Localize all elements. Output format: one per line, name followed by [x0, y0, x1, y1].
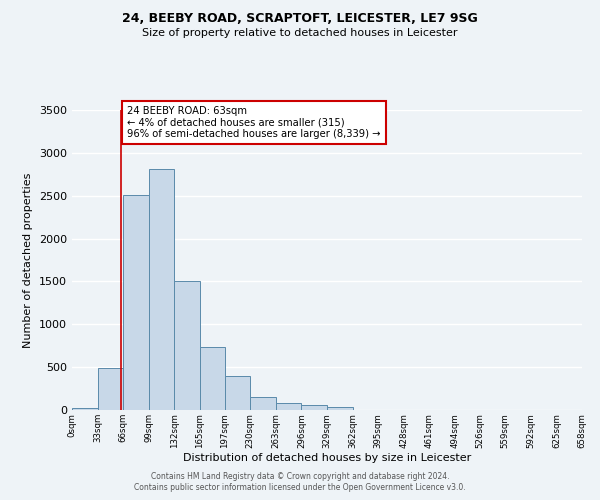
Y-axis label: Number of detached properties: Number of detached properties [23, 172, 34, 348]
Bar [200, 346, 224, 410]
Bar [250, 397, 276, 410]
Text: 24 BEEBY ROAD: 63sqm
← 4% of detached houses are smaller (315)
96% of semi-detac: 24 BEEBY ROAD: 63sqm ← 4% of detached ho… [127, 106, 380, 140]
Bar [301, 406, 327, 410]
Bar [175, 280, 200, 410]
Bar [276, 403, 301, 410]
Bar [72, 408, 98, 410]
Text: 24, BEEBY ROAD, SCRAPTOFT, LEICESTER, LE7 9SG: 24, BEEBY ROAD, SCRAPTOFT, LEICESTER, LE… [122, 12, 478, 26]
Bar [149, 169, 175, 410]
Text: Contains HM Land Registry data © Crown copyright and database right 2024.: Contains HM Land Registry data © Crown c… [151, 472, 449, 481]
X-axis label: Distribution of detached houses by size in Leicester: Distribution of detached houses by size … [183, 453, 471, 463]
Bar [327, 406, 353, 410]
Bar [98, 368, 123, 410]
Bar [224, 376, 250, 410]
Text: Contains public sector information licensed under the Open Government Licence v3: Contains public sector information licen… [134, 484, 466, 492]
Bar [123, 195, 149, 410]
Text: Size of property relative to detached houses in Leicester: Size of property relative to detached ho… [142, 28, 458, 38]
